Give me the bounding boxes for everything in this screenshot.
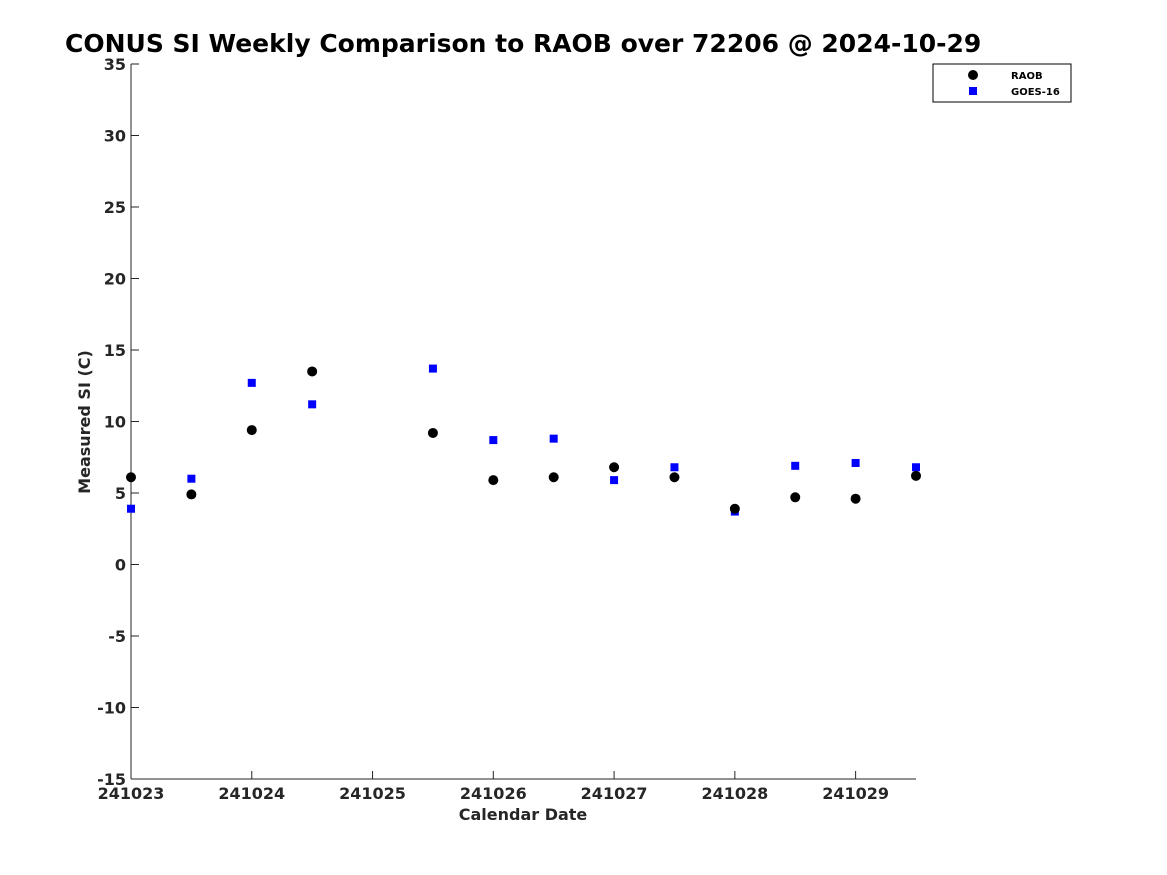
goes16-point: [308, 400, 317, 409]
y-tick-label: -5: [108, 627, 126, 646]
raob-point: [850, 493, 861, 504]
raob-point: [669, 472, 680, 483]
legend-label: RAOB: [1011, 71, 1043, 82]
x-axis-label: Calendar Date: [459, 805, 588, 824]
y-tick-label: 5: [115, 484, 126, 503]
goes16-point: [187, 474, 196, 483]
y-tick-label: 20: [104, 270, 126, 289]
goes16-point: [127, 504, 135, 513]
y-axis-label: Measured SI (C): [75, 350, 94, 494]
raob-point: [246, 425, 257, 436]
y-tick-label: 25: [104, 198, 126, 217]
legend-goes16-marker: [969, 87, 977, 95]
raob-point: [911, 470, 921, 481]
x-tick-label: 241028: [701, 784, 768, 803]
raob-point: [488, 475, 499, 486]
x-tick-label: 241025: [339, 784, 406, 803]
raob-point: [609, 462, 620, 473]
legend-raob-marker: [968, 70, 978, 80]
x-tick-label: 241029: [822, 784, 889, 803]
goes16-point: [428, 364, 437, 373]
raob-point: [186, 489, 197, 500]
y-tick-label: 10: [104, 413, 126, 432]
x-tick-label: 241027: [581, 784, 648, 803]
goes16-point: [549, 434, 558, 443]
goes16-point: [670, 463, 679, 472]
raob-point: [126, 472, 136, 483]
legend-box: [932, 63, 1072, 103]
goes16-point: [851, 458, 860, 467]
y-tick-label: -15: [97, 770, 126, 789]
goes16-point: [489, 436, 498, 445]
raob-point: [307, 366, 318, 377]
goes16-point: [610, 476, 619, 485]
legend-label: GOES-16: [1011, 87, 1060, 98]
raob-point: [729, 503, 740, 514]
y-tick-label: 35: [104, 55, 126, 74]
x-tick-label: 241026: [460, 784, 527, 803]
goes16-point: [791, 461, 800, 470]
x-tick-label: 241024: [218, 784, 285, 803]
raob-point: [548, 472, 559, 483]
goes16-point: [912, 463, 920, 472]
legend: RAOB GOES-16: [932, 63, 1072, 103]
y-tick-label: -10: [97, 699, 126, 718]
plot-area: -15 -10 -5 0 5 10 15 20 25 30 35 241023 241024 241025…: [97, 55, 921, 803]
y-tick-label: 30: [104, 127, 126, 146]
goes16-point: [247, 378, 256, 387]
chart-title: CONUS SI Weekly Comparison to RAOB over …: [65, 29, 981, 58]
raob-point: [427, 427, 438, 438]
y-tick-label: 0: [115, 556, 126, 575]
raob-point: [790, 492, 801, 503]
x-tick-label: 241023: [98, 784, 165, 803]
y-tick-label: 15: [104, 341, 126, 360]
